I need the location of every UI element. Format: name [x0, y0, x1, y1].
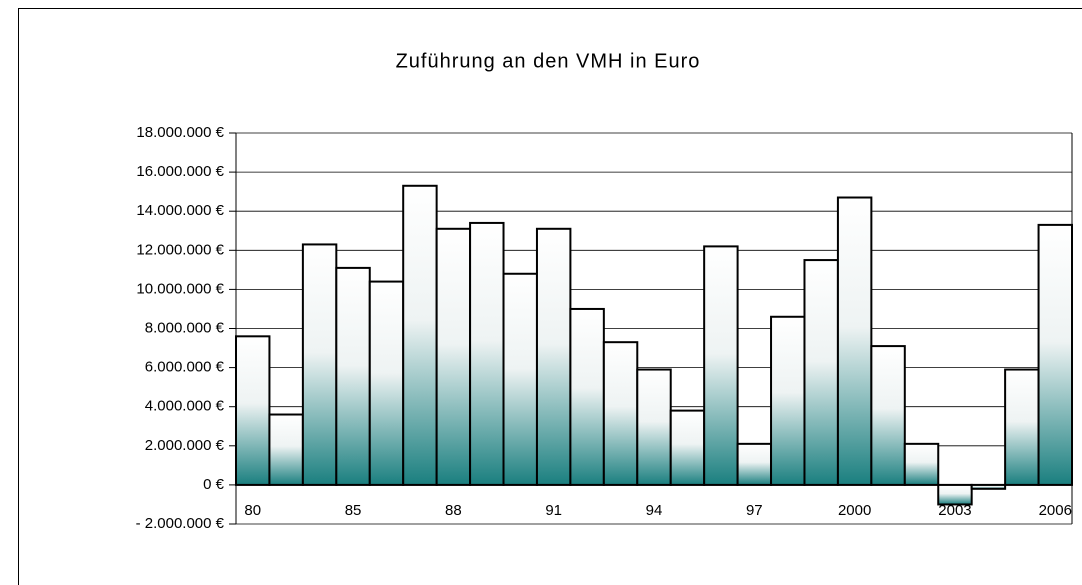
y-tick-label: - 2.000.000 € [136, 515, 225, 532]
bar [268, 413, 304, 486]
bar [669, 409, 706, 486]
y-tick-label: 16.000.000 € [136, 163, 224, 180]
bar [535, 227, 572, 486]
bar [636, 368, 672, 486]
bar [770, 315, 806, 486]
bar [703, 245, 739, 486]
bar [435, 227, 472, 486]
y-tick-label: 8.000.000 € [145, 319, 225, 336]
y-tick-label: 2.000.000 € [145, 437, 225, 454]
x-tick-label: 2000 [838, 502, 871, 519]
bar [1004, 368, 1040, 486]
x-tick-label: 94 [646, 502, 663, 519]
bar [502, 272, 538, 486]
chart-frame [18, 8, 1082, 585]
y-tick-label: 12.000.000 € [136, 241, 224, 258]
bar [569, 307, 605, 486]
x-tick-label: 88 [445, 502, 462, 519]
bar [469, 221, 505, 486]
y-tick-label: 18.000.000 € [136, 124, 224, 141]
bar [1037, 223, 1074, 486]
x-tick-label: 85 [345, 502, 362, 519]
bar [836, 196, 873, 486]
bar [235, 335, 271, 486]
bar [402, 184, 438, 486]
y-tick-label: 10.000.000 € [136, 280, 224, 297]
y-tick-label: 4.000.000 € [145, 398, 225, 415]
bar [335, 266, 371, 486]
x-tick-label: 97 [746, 502, 763, 519]
bar [368, 280, 405, 486]
y-tick-label: 0 € [203, 476, 225, 493]
bar [301, 243, 338, 486]
x-tick-label: 2006 [1039, 502, 1072, 519]
x-tick-label: 80 [244, 502, 261, 519]
bar [870, 345, 906, 486]
x-tick-label: 2003 [938, 502, 971, 519]
bar [803, 259, 839, 486]
x-tick-label: 91 [545, 502, 562, 519]
chart-title: Zuführung an den VMH in Euro [396, 50, 701, 72]
bar [736, 442, 773, 486]
bar [602, 341, 639, 486]
y-tick-label: 14.000.000 € [136, 202, 224, 219]
bar [903, 442, 940, 486]
y-tick-label: 6.000.000 € [145, 359, 225, 376]
